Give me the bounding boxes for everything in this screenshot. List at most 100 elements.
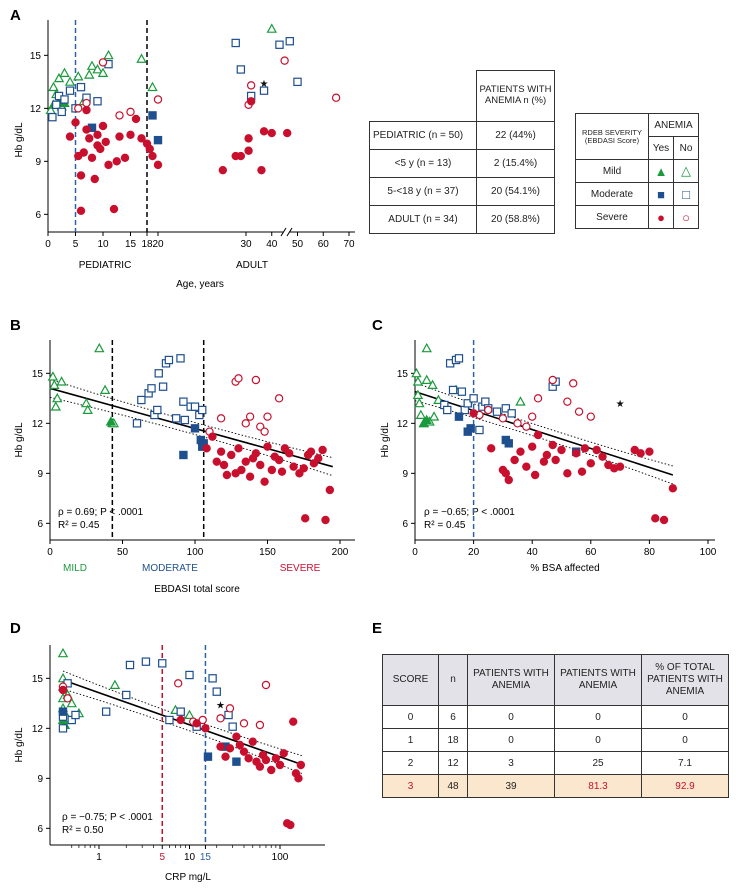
table-e-header: n [438, 654, 468, 706]
data-point-circle-filled [274, 455, 284, 465]
legend-title: RDEB SEVERITY (EBDASI Score) [575, 113, 649, 160]
data-point-square-filled [504, 439, 513, 448]
data-point-triangle-open [184, 709, 195, 719]
panel-b-mild-label: MILD [63, 563, 87, 574]
y-tick-label: 9 [37, 774, 43, 785]
data-point-circle-filled [98, 121, 108, 131]
data-point-circle-filled [651, 514, 660, 523]
data-point-square-filled [454, 412, 464, 421]
table-row: 5-<18 y (n = 37) 20 (54.1%) [369, 177, 555, 206]
x-tick-label: 70 [343, 239, 355, 250]
data-point-circle-filled [257, 165, 266, 175]
table-e-header: PATIENTS WITH ANEMIA [467, 654, 555, 706]
y-tick-label: 9 [37, 469, 43, 480]
data-point-square-open [132, 419, 142, 428]
data-point-square-open [492, 407, 502, 416]
x-tick-label: 80 [644, 547, 656, 558]
data-point-circle-filled [275, 760, 285, 770]
data-point-circle-filled [120, 153, 130, 162]
panel-d-stat-r2: R² = 0.50 [62, 825, 104, 836]
data-point-circle-filled [112, 157, 121, 166]
panel-b-severe-label: SEVERE [280, 563, 321, 574]
data-point-square-open [154, 369, 163, 378]
legend-yes-header: Yes [648, 136, 674, 160]
data-point-circle-filled [241, 457, 250, 466]
y-tick-label: 15 [32, 674, 44, 685]
data-point-square-open [57, 107, 66, 117]
panel-b-points [47, 342, 335, 525]
data-point-circle-filled [255, 762, 265, 771]
data-point-circle-open [98, 58, 108, 67]
data-point-triangle-open [94, 342, 105, 353]
panel-c-axes: Hb g/dL % BSA affected ρ = −0.65; P < .0… [380, 340, 717, 574]
data-point-circle-filled [115, 132, 124, 141]
data-point-triangle-open [64, 76, 76, 86]
data-point-circle-open [153, 95, 163, 104]
data-point-circle-filled [533, 430, 543, 440]
data-point-triangle-open [47, 371, 59, 381]
data-point-triangle-open [414, 397, 425, 408]
data-point-circle-filled [93, 130, 102, 140]
data-point-circle-filled [321, 515, 330, 525]
data-point-circle-filled [289, 717, 298, 726]
x-tick-label: 5 [159, 852, 165, 863]
data-point-circle-open [82, 98, 91, 108]
legend-no-header: No [673, 136, 699, 160]
data-point-circle-open [563, 397, 572, 406]
data-point-square-open [147, 384, 156, 393]
data-point-circle-filled [510, 455, 519, 465]
data-point-circle-filled [131, 114, 141, 124]
data-point-circle-filled [246, 97, 256, 106]
x-tick-label: 0 [47, 547, 53, 558]
data-point-circle-filled [176, 715, 185, 725]
x-tick-label: 0 [412, 547, 418, 558]
data-point-triangle-open [52, 392, 63, 403]
legend-severe-no-icon: ○ [673, 205, 699, 229]
data-point-circle-filled [301, 514, 310, 523]
data-point-square-open [137, 395, 146, 405]
data-point-square-filled [232, 757, 241, 766]
data-point-triangle-open [412, 389, 424, 399]
data-point-circle-open [63, 694, 72, 703]
data-point-square-open [285, 36, 294, 46]
data-point-circle-filled [551, 455, 560, 465]
data-point-circle-open [331, 93, 341, 102]
panel-d-ylabel: Hb g/dL [14, 727, 25, 762]
y-tick-label: 9 [402, 469, 408, 480]
data-point-circle-filled [563, 469, 572, 478]
x-tick-label: 100 [700, 547, 717, 558]
confidence-band [414, 400, 673, 485]
table-row-highlighted: 3 48 39 81.3 92.9 [382, 774, 729, 798]
data-point-circle-filled [202, 444, 211, 453]
data-point-triangle-open [81, 397, 92, 408]
data-point-circle-filled [148, 151, 157, 161]
data-point-square-open [212, 687, 221, 696]
data-point-triangle-open [103, 49, 114, 60]
data-point-square-open [122, 690, 131, 700]
data-point-circle-filled [325, 485, 335, 495]
data-point-circle-filled [283, 128, 292, 138]
data-point-circle-filled [232, 732, 241, 741]
x-tick-label: 40 [527, 547, 539, 558]
data-point-circle-filled [260, 477, 269, 486]
data-point-circle-filled [71, 118, 80, 127]
data-point-triangle-filled [421, 414, 432, 424]
data-point-square-open [171, 414, 181, 423]
data-point-circle-filled [277, 467, 287, 476]
data-point-square-open [158, 659, 167, 668]
data-point-circle-open [586, 412, 596, 421]
x-tick-label: 30 [240, 239, 252, 250]
data-point-circle-filled [234, 444, 243, 453]
data-point-circle-filled [244, 754, 253, 763]
data-point-triangle-open [73, 71, 84, 81]
x-tick-label: 150 [259, 547, 276, 558]
data-point-circle-filled [236, 151, 246, 161]
data-point-circle-filled [126, 130, 135, 140]
data-point-circle-open [251, 375, 261, 385]
data-point-square-open [76, 82, 86, 92]
data-point-circle-open [260, 427, 269, 436]
panel-letter-d: D [10, 620, 21, 637]
data-point-circle-filled [289, 462, 298, 471]
data-point-square-open [475, 425, 484, 435]
